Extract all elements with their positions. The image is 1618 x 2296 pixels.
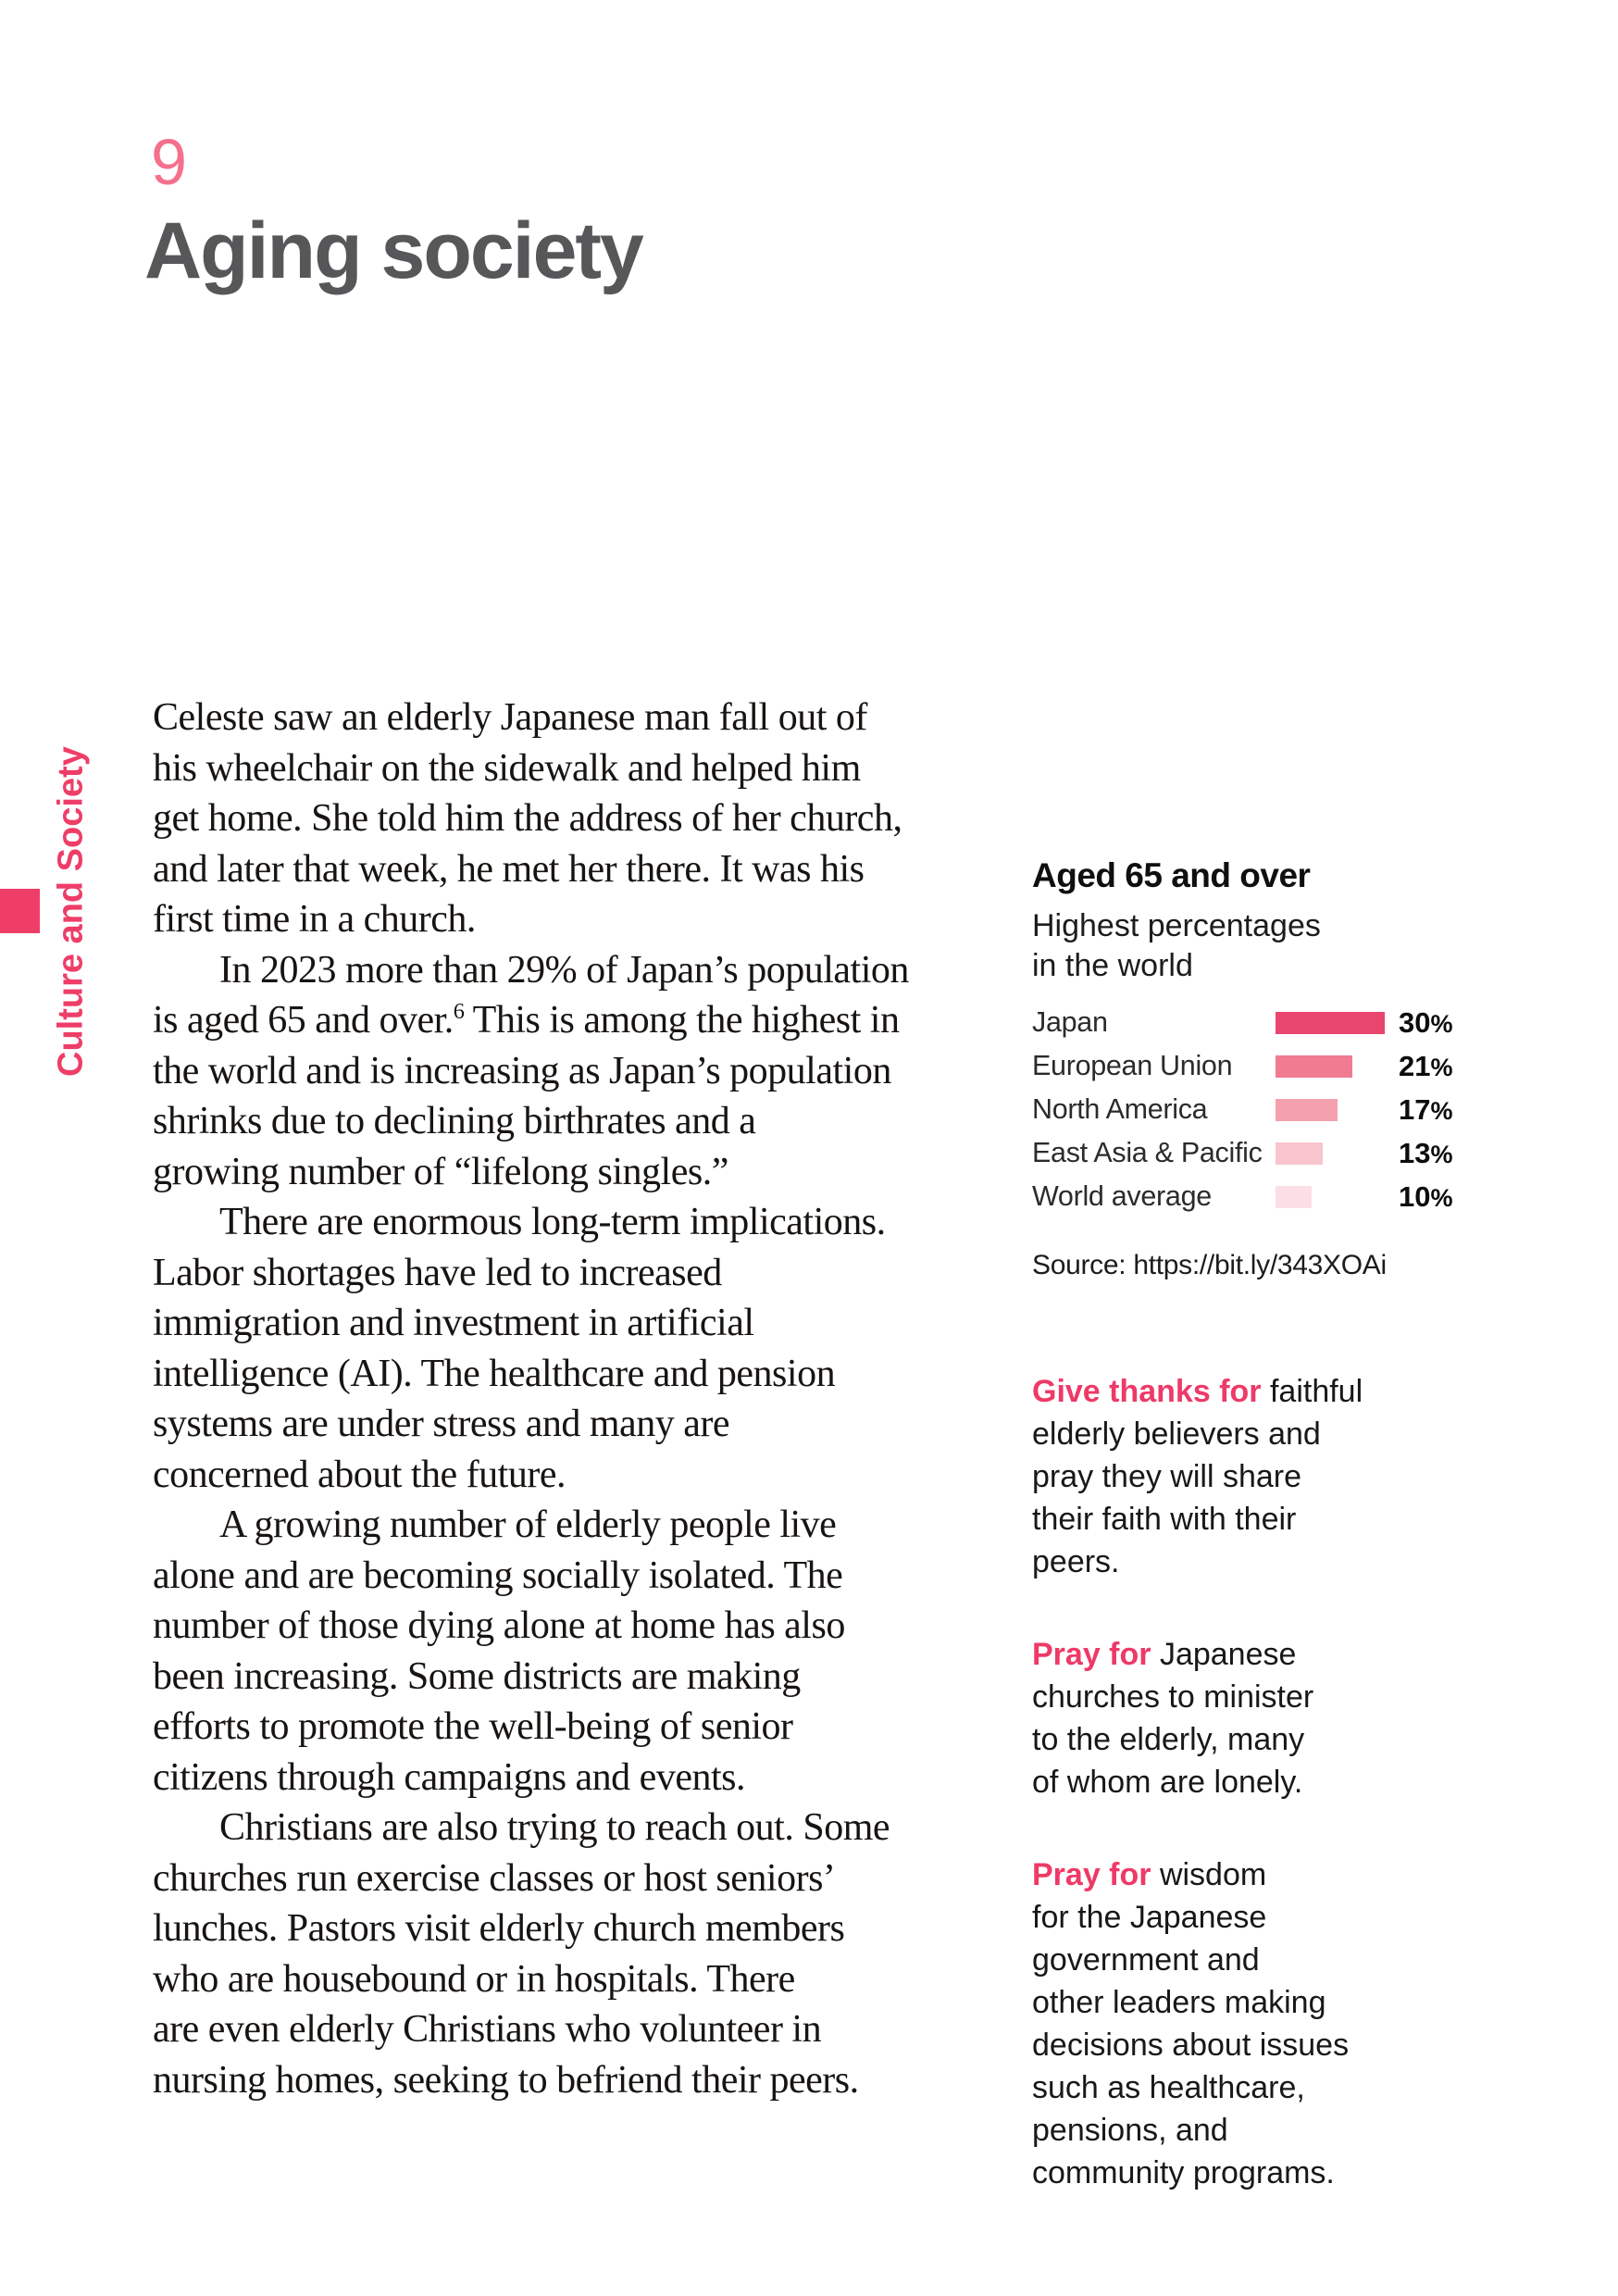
chart-row: Japan 30% bbox=[1032, 1001, 1462, 1044]
paragraph-2-continued: This is among the highest in the world a… bbox=[153, 999, 900, 1193]
chart-rows: Japan 30% European Union 21% North Ameri… bbox=[1032, 1001, 1462, 1218]
chart-source: Source: https://bit.ly/343XOAi bbox=[1032, 1250, 1387, 1280]
footnote-marker: 6 bbox=[453, 999, 465, 1024]
chart-title: Aged 65 and over bbox=[1032, 856, 1311, 894]
chart-value-label: 10% bbox=[1399, 1179, 1453, 1213]
chart-bar-track bbox=[1276, 1185, 1385, 1208]
chart-value-label: 13% bbox=[1399, 1136, 1453, 1169]
chart-row: World average 10% bbox=[1032, 1175, 1462, 1218]
prayer-item-government: Pray for wisdom for the Japanese governm… bbox=[1032, 1853, 1449, 2194]
chart-row: European Union 21% bbox=[1032, 1044, 1462, 1088]
prayer-lead: Pray for bbox=[1032, 1637, 1151, 1672]
prayer-lead: Give thanks for bbox=[1032, 1374, 1262, 1409]
chart-category-label: Japan bbox=[1032, 1006, 1108, 1038]
chart-category-label: World average bbox=[1032, 1180, 1212, 1212]
chart-bar-track bbox=[1276, 1011, 1385, 1034]
chart-bar-track bbox=[1276, 1098, 1385, 1121]
prayer-text: Japanese churches to minister to the eld… bbox=[1032, 1637, 1314, 1800]
page-title: Aging society bbox=[144, 206, 644, 295]
chart-row: North America 17% bbox=[1032, 1088, 1462, 1131]
prayer-lead: Pray for bbox=[1032, 1857, 1151, 1892]
chart-bar bbox=[1276, 1011, 1385, 1034]
paragraph-5: Christians are also trying to reach out.… bbox=[153, 1806, 890, 2102]
chart-bar bbox=[1276, 1185, 1313, 1208]
chapter-number: 9 bbox=[151, 126, 187, 198]
percent-sign: % bbox=[1430, 1096, 1453, 1125]
chart-category-label: North America bbox=[1032, 1093, 1208, 1125]
chart-value-label: 17% bbox=[1399, 1092, 1453, 1126]
percent-sign: % bbox=[1430, 1009, 1453, 1038]
chart-row: East Asia & Pacific 13% bbox=[1032, 1131, 1462, 1175]
aged-65-chart: Aged 65 and over Highest percentages in … bbox=[1032, 856, 1462, 1281]
chart-value-label: 21% bbox=[1399, 1049, 1453, 1082]
chart-bar bbox=[1276, 1098, 1338, 1121]
chart-bar-track bbox=[1276, 1054, 1385, 1078]
chart-subtitle: Highest percentages in the world bbox=[1032, 908, 1321, 983]
paragraph-2-text: In 2023 more than 29% of Japan’s populat… bbox=[153, 948, 909, 1042]
section-sidebar-label: Culture and Society bbox=[51, 746, 91, 1078]
paragraph-4: A growing number of elderly people live … bbox=[153, 1504, 845, 1799]
percent-sign: % bbox=[1430, 1053, 1453, 1081]
chart-category-label: European Union bbox=[1032, 1050, 1233, 1081]
chart-bar bbox=[1276, 1142, 1324, 1165]
body-column: Celeste saw an elderly Japanese man fall… bbox=[153, 693, 986, 2105]
percent-sign: % bbox=[1430, 1140, 1453, 1168]
prayer-item-churches: Pray for Japanese churches to minister t… bbox=[1032, 1633, 1449, 1803]
chart-bar-track bbox=[1276, 1142, 1385, 1165]
percent-sign: % bbox=[1430, 1183, 1453, 1212]
chart-value-label: 30% bbox=[1399, 1005, 1453, 1039]
section-tab-marker bbox=[0, 889, 40, 933]
right-column: Aged 65 and over Highest percentages in … bbox=[1032, 856, 1462, 2194]
paragraph-1: Celeste saw an elderly Japanese man fall… bbox=[153, 696, 902, 941]
prayer-text: wisdom for the Japanese government and o… bbox=[1032, 1857, 1350, 2190]
paragraph-2: In 2023 more than 29% of Japan’s populat… bbox=[153, 945, 986, 1198]
chart-category-label: East Asia & Pacific bbox=[1032, 1137, 1263, 1168]
prayer-text: faithful elderly believers and pray they… bbox=[1032, 1374, 1363, 1579]
prayer-item-give-thanks: Give thanks for faithful elderly believe… bbox=[1032, 1370, 1449, 1583]
chart-bar bbox=[1276, 1054, 1352, 1078]
paragraph-3: There are enormous long-term implication… bbox=[153, 1201, 886, 1496]
